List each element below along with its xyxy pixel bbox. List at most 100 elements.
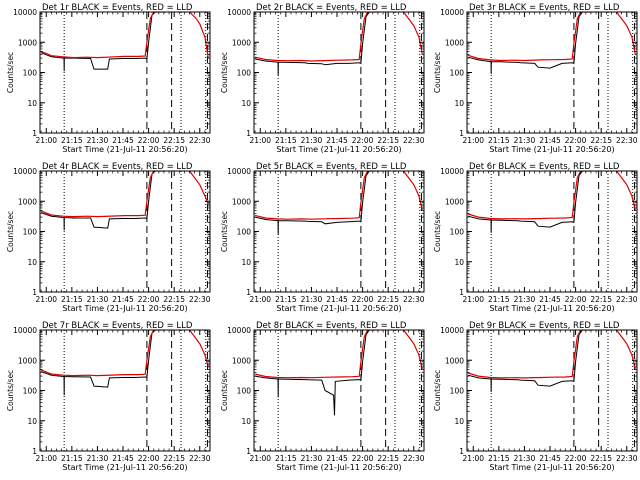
y-tick-label: 1000 (18, 38, 37, 47)
y-tick-label: 1 (459, 129, 464, 138)
x-tick-label: 22:00 (565, 454, 587, 463)
y-tick-label: 1000 (18, 197, 37, 206)
x-tick-label: 21:00 (462, 454, 484, 463)
events-series (40, 12, 193, 72)
events-series (40, 171, 193, 231)
x-tick-label: 22:30 (189, 454, 211, 463)
y-tick-label: 10000 (13, 8, 37, 17)
y-tick-label: 10 (27, 99, 37, 108)
x-tick-label: 21:45 (112, 454, 134, 463)
events-series (467, 171, 620, 233)
x-tick-label: 21:30 (301, 295, 323, 304)
y-tick-label: 10 (454, 417, 464, 426)
panel-3: Det 3r BLACK = Events, RED = LLD 1 10 100 10… (433, 3, 638, 154)
y-tick-label: 10000 (227, 167, 251, 176)
x-tick-label: 21:15 (61, 454, 83, 463)
panel-2: Det 2r BLACK = Events, RED = LLD 1 10 100 10… (220, 3, 425, 154)
y-tick-label: 10000 (13, 167, 37, 176)
lld-series (254, 330, 423, 379)
y-tick-label: 1000 (18, 356, 37, 365)
panel-title: Det 5r BLACK = Events, RED = LLD (256, 162, 407, 172)
x-tick-label: 21:15 (275, 295, 297, 304)
y-tick-label: 1 (32, 288, 37, 297)
x-tick-label: 22:00 (352, 136, 374, 145)
y-tick-label: 10 (454, 258, 464, 267)
x-tick-label: 21:00 (249, 136, 271, 145)
x-axis-label: Start Time (21-Jul-11 20:56:20) (276, 304, 401, 313)
y-tick-label: 1000 (445, 38, 464, 47)
y-tick-label: 100 (237, 387, 252, 396)
x-tick-label: 21:00 (35, 454, 57, 463)
panel-4: Det 4r BLACK = Events, RED = LLD 1 10 100 10… (6, 162, 211, 313)
y-tick-label: 100 (237, 69, 252, 78)
x-tick-label: 21:30 (514, 454, 536, 463)
x-tick-label: 21:45 (539, 454, 561, 463)
x-tick-label: 22:15 (590, 454, 612, 463)
y-axis-label: Counts/sec (220, 211, 229, 252)
lld-series (254, 171, 423, 220)
y-axis-label: Counts/sec (433, 211, 442, 252)
x-axis-label: Start Time (21-Jul-11 20:56:20) (62, 463, 187, 472)
y-tick-label: 100 (450, 69, 465, 78)
x-axis-label: Start Time (21-Jul-11 20:56:20) (276, 145, 401, 154)
x-tick-label: 22:00 (352, 295, 374, 304)
events-series (467, 330, 620, 392)
panel-title: Det 4r BLACK = Events, RED = LLD (42, 162, 193, 172)
y-tick-label: 10 (27, 258, 37, 267)
x-tick-label: 21:45 (112, 136, 134, 145)
x-tick-label: 21:15 (488, 454, 510, 463)
x-tick-label: 21:30 (87, 136, 109, 145)
y-tick-label: 10000 (13, 326, 37, 335)
y-tick-label: 100 (23, 69, 38, 78)
y-tick-label: 10000 (440, 326, 464, 335)
x-tick-label: 22:30 (616, 454, 638, 463)
plot-frame (39, 329, 211, 452)
lld-series (467, 12, 636, 62)
y-axis-label: Counts/sec (6, 52, 15, 93)
y-axis-label: Counts/sec (6, 211, 15, 252)
x-tick-label: 22:30 (616, 136, 638, 145)
lld-series (40, 171, 209, 218)
x-tick-label: 22:00 (352, 454, 374, 463)
x-tick-label: 22:30 (189, 136, 211, 145)
plot-frame (466, 11, 638, 134)
x-axis-label: Start Time (21-Jul-11 20:56:20) (276, 463, 401, 472)
x-axis-label: Start Time (21-Jul-11 20:56:20) (62, 304, 187, 313)
x-tick-label: 22:30 (189, 295, 211, 304)
events-series (255, 330, 407, 416)
y-axis-label: Counts/sec (433, 52, 442, 93)
x-tick-label: 21:15 (61, 136, 83, 145)
y-tick-label: 1000 (232, 197, 251, 206)
x-tick-label: 21:00 (35, 295, 57, 304)
plot-frame (466, 329, 638, 452)
panel-9: Det 9r BLACK = Events, RED = LLD 1 10 100 10… (433, 321, 638, 472)
x-tick-label: 22:30 (616, 295, 638, 304)
panel-6: Det 6r BLACK = Events, RED = LLD 1 10 100 10… (433, 162, 638, 313)
x-tick-label: 21:30 (514, 295, 536, 304)
y-tick-label: 1 (459, 447, 464, 456)
x-tick-label: 22:00 (138, 136, 160, 145)
x-axis-label: Start Time (21-Jul-11 20:56:20) (489, 463, 614, 472)
x-tick-label: 21:00 (462, 295, 484, 304)
y-tick-label: 1000 (445, 356, 464, 365)
lld-series (40, 330, 209, 377)
y-tick-label: 1000 (232, 356, 251, 365)
x-tick-label: 21:45 (326, 454, 348, 463)
y-tick-label: 1000 (445, 197, 464, 206)
y-tick-label: 10000 (440, 167, 464, 176)
x-tick-label: 21:15 (275, 454, 297, 463)
panel-8: Det 8r BLACK = Events, RED = LLD 1 10 100 10… (220, 321, 425, 472)
panel-title: Det 7r BLACK = Events, RED = LLD (42, 321, 193, 331)
panel-title: Det 3r BLACK = Events, RED = LLD (469, 3, 620, 13)
y-tick-label: 10 (454, 99, 464, 108)
y-axis-label: Counts/sec (220, 370, 229, 411)
y-tick-label: 10000 (440, 8, 464, 17)
x-tick-label: 22:00 (138, 295, 160, 304)
x-tick-label: 22:15 (590, 295, 612, 304)
lld-series (467, 330, 636, 379)
plot-frame (39, 11, 211, 134)
x-tick-label: 21:30 (87, 295, 109, 304)
panel-7: Det 7r BLACK = Events, RED = LLD 1 10 100 10… (6, 321, 211, 472)
x-tick-label: 21:45 (326, 136, 348, 145)
y-tick-label: 1 (246, 447, 251, 456)
